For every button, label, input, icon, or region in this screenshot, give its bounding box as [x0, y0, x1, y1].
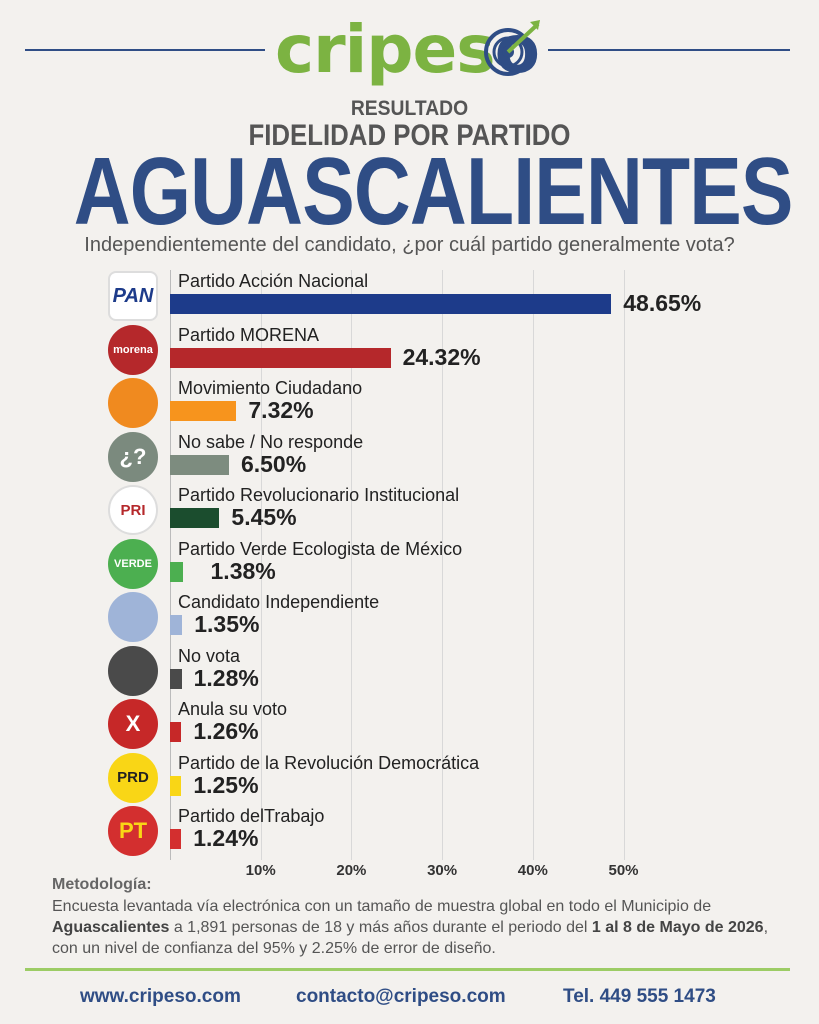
logo-text: morena — [113, 343, 153, 356]
grid-line-30 — [442, 270, 444, 860]
logo-text: ¿? — [119, 443, 147, 469]
grid-line-10 — [260, 270, 262, 860]
bar — [170, 508, 220, 528]
bar — [170, 347, 391, 368]
footer-email[interactable]: contacto@cripeso.com — [296, 986, 506, 1007]
bar-value-label: 1.25% — [193, 771, 259, 798]
logo-text: PAN — [112, 284, 154, 307]
survey-question: Independientemente del candidato, ¿por c… — [84, 234, 735, 256]
methodology-text-1: Encuesta levantada vía electrónica con u… — [52, 898, 712, 915]
x-tick-label: 30% — [427, 862, 458, 879]
x-tick-label: 40% — [517, 862, 548, 879]
x-tick-label: 10% — [245, 862, 276, 879]
bar-value-label: 1.26% — [193, 718, 259, 744]
bar-value-label: 24.32% — [402, 343, 481, 370]
bar-value-label: 5.45% — [231, 504, 297, 530]
bar-value-label: 1.28% — [193, 664, 259, 691]
ballot-icon — [108, 645, 158, 696]
bar-value-label: 1.24% — [193, 825, 259, 851]
pt-logo-icon: PT — [108, 806, 158, 856]
movimiento-ciudadano-logo-icon — [108, 378, 158, 428]
verde-logo-icon: VERDE — [108, 538, 158, 589]
pan-logo-icon: PAN — [108, 271, 158, 321]
grid-line-40 — [532, 270, 534, 860]
logo-text: PRI — [120, 501, 146, 519]
bar-value-label: 48.65% — [623, 290, 702, 316]
header-rule-right — [548, 49, 790, 51]
methodology-text-2: a 1,891 personas de 18 y más años durant… — [169, 919, 592, 936]
header-line2: FIDELIDAD POR PARTIDO — [248, 119, 571, 152]
grid-line-50 — [623, 270, 625, 860]
bar-value-label: 7.32% — [248, 397, 314, 423]
methodology-title: Metodología: — [52, 876, 152, 893]
logo-text: VERDE — [114, 557, 152, 570]
bar-category-label: Partido Acción Nacional — [178, 271, 369, 291]
bar-category-label: Anula su voto — [178, 699, 288, 719]
bar-category-label: Movimiento Ciudadano — [178, 378, 363, 398]
bar-category-label: No vota — [178, 645, 241, 666]
methodology-bold-1: Aguascalientes — [52, 919, 170, 936]
logo-text: X — [125, 711, 141, 736]
bar — [170, 668, 182, 689]
bar-category-label: Partido Verde Ecologista de México — [178, 538, 463, 559]
bar-category-label: No sabe / No responde — [178, 431, 364, 452]
header-rule-left — [25, 49, 265, 51]
methodology-bold-2: 1 al 8 de Mayo de 2026 — [591, 919, 764, 936]
footer-website[interactable]: www.cripeso.com — [80, 986, 241, 1007]
brand-name-part1: cripes — [275, 11, 496, 88]
prd-logo-icon: PRD — [108, 752, 158, 803]
bar-category-label: Partido Revolucionario Institucional — [178, 485, 460, 505]
morena-logo-icon: morena — [108, 324, 158, 375]
bar — [170, 829, 182, 849]
methodology-text: Encuesta levantada vía electrónica con u… — [52, 896, 772, 959]
person-icon — [108, 592, 158, 642]
bar — [170, 775, 182, 796]
x-tick-label: 50% — [608, 862, 639, 879]
header-line3: AGUASCALIENTES — [73, 138, 794, 245]
logo-text: PT — [118, 818, 148, 843]
bar-value-label: 1.38% — [210, 557, 276, 584]
question-icon: ¿? — [108, 431, 158, 482]
methodology-text-3: , con un nivel de confianza del 95% y 2.… — [52, 919, 769, 957]
bar-category-label: Partido delTrabajo — [178, 806, 325, 826]
bar-category-label: Partido de la Revolución Democrática — [178, 752, 480, 773]
bar — [170, 722, 182, 742]
header-line1: RESULTADO — [350, 97, 469, 120]
logo-text: PRD — [117, 769, 149, 786]
bar-value-label: 1.35% — [194, 611, 260, 637]
bar — [170, 401, 237, 421]
pri-logo-icon: PRI — [108, 485, 158, 535]
bar — [170, 454, 229, 475]
bar — [170, 561, 183, 582]
bar — [170, 615, 183, 635]
bar-category-label: Candidato Independiente — [178, 592, 380, 612]
target-icon — [484, 20, 540, 76]
bar-value-label: 6.50% — [240, 450, 307, 477]
footer-rule — [25, 968, 790, 971]
bar-category-label: Partido MORENA — [178, 324, 320, 345]
bar — [170, 294, 612, 314]
grid-line-20 — [351, 270, 353, 860]
cross-icon: X — [108, 699, 158, 749]
x-tick-label: 20% — [336, 862, 367, 879]
footer-phone: Tel. 449 555 1473 — [563, 986, 716, 1007]
